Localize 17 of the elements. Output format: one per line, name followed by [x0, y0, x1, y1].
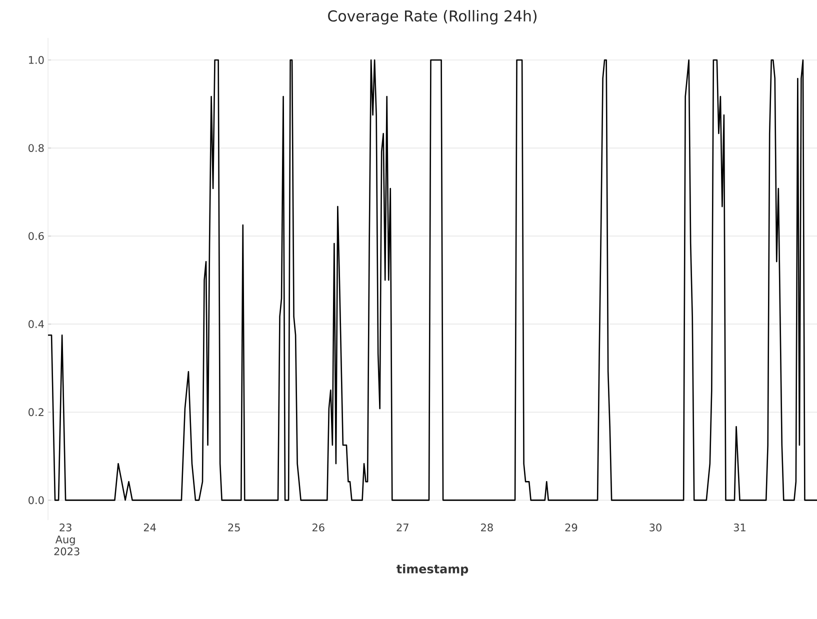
x-tick-label: 31 [734, 524, 746, 532]
x-tick-label: 23 Aug 2023 [54, 524, 80, 556]
y-tick-label: 0.6 [28, 232, 44, 240]
y-tick-label: 0.8 [28, 144, 44, 152]
y-tick-label: 0.4 [28, 320, 44, 328]
y-tick-label: 1.0 [28, 56, 44, 64]
x-axis-title: timestamp [396, 564, 468, 576]
x-tick-label: 28 [481, 524, 493, 532]
y-tick-label: 0.2 [28, 408, 44, 416]
y-tick-label: 0.0 [28, 496, 44, 504]
x-tick-label: 24 [144, 524, 156, 532]
chart-title: Coverage Rate (Rolling 24h) [328, 10, 536, 24]
x-tick-label: 27 [396, 524, 408, 532]
x-tick-label: 30 [650, 524, 662, 532]
x-tick-label: 29 [565, 524, 578, 532]
x-tick-label: 25 [228, 524, 240, 532]
x-tick-label: 26 [312, 524, 324, 532]
